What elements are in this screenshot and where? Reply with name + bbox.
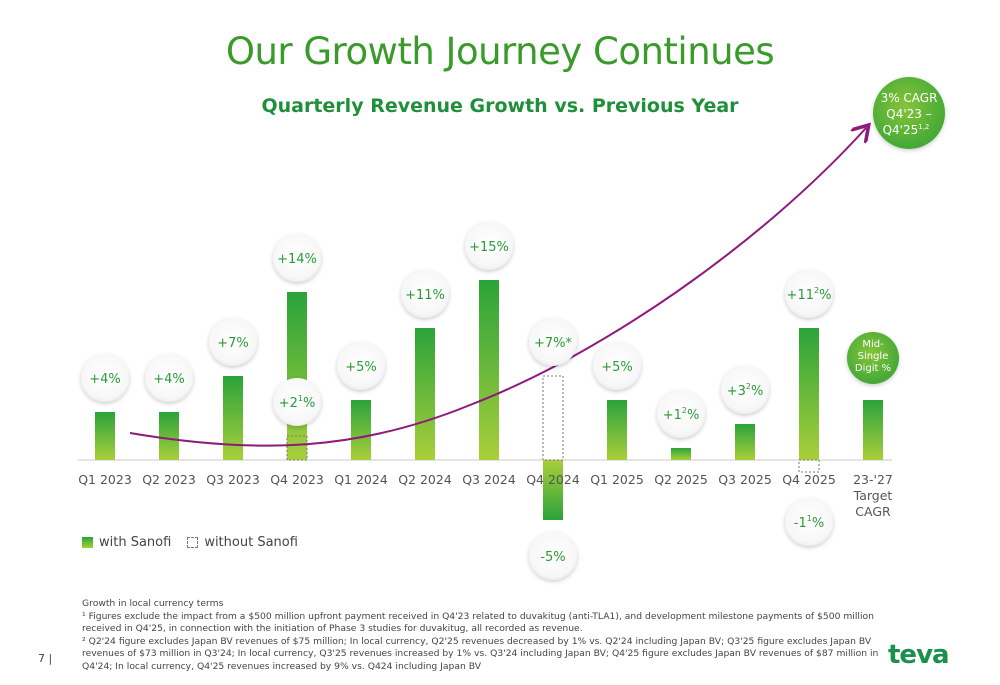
teva-logo: teva bbox=[888, 640, 950, 670]
cagr-callout-text: Q4'251,2 bbox=[883, 123, 930, 137]
growth-trend-arrow bbox=[129, 128, 866, 447]
growth-bubble: +5% bbox=[337, 342, 385, 390]
data-label: +5% bbox=[345, 360, 377, 375]
growth-bubble: -5% bbox=[529, 532, 577, 580]
x-tick-label: Q4 2024 bbox=[526, 472, 580, 487]
x-tick-label: Q2 2025 bbox=[654, 472, 708, 487]
bar-without-sanofi bbox=[286, 435, 308, 461]
data-label: +32% bbox=[727, 382, 764, 399]
data-label: +12% bbox=[663, 406, 700, 423]
bar-without-sanofi bbox=[542, 375, 564, 461]
data-label: +7%* bbox=[534, 336, 573, 351]
data-label: +14% bbox=[277, 252, 317, 267]
target-cagr-label: Digit % bbox=[855, 363, 891, 374]
x-tick-label: Q1 2025 bbox=[590, 472, 644, 487]
bar-with-sanofi bbox=[799, 328, 819, 460]
growth-bubble-without-sanofi: +7%* bbox=[529, 318, 577, 366]
growth-bubble: +112% bbox=[785, 270, 833, 318]
bar-with-sanofi bbox=[671, 448, 691, 460]
bar-with-sanofi bbox=[223, 376, 243, 460]
x-tick-label: Q1 2024 bbox=[334, 472, 388, 487]
legend-label-with-sanofi: with Sanofi bbox=[99, 535, 172, 550]
growth-bubble: +4% bbox=[145, 354, 193, 402]
footnotes: Growth in local currency terms ¹ Figures… bbox=[82, 598, 882, 674]
cagr-callout-text: Q4'23 – bbox=[886, 107, 931, 121]
bar-with-sanofi bbox=[479, 280, 499, 460]
bar-with-sanofi bbox=[735, 424, 755, 460]
footnote-intro: Growth in local currency terms bbox=[82, 598, 224, 609]
growth-bubble: +15% bbox=[465, 222, 513, 270]
growth-bubble: +11% bbox=[401, 270, 449, 318]
growth-bubble: +14% bbox=[273, 234, 321, 282]
legend-label-without-sanofi: without Sanofi bbox=[204, 535, 298, 550]
data-label: -5% bbox=[540, 550, 565, 565]
cagr-callout: 3% CAGR Q4'23 – Q4'251,2 bbox=[873, 77, 945, 149]
data-label: +112% bbox=[787, 286, 832, 303]
bar-without-sanofi bbox=[798, 459, 820, 473]
bar-with-sanofi bbox=[287, 292, 307, 460]
data-label: -11% bbox=[794, 514, 824, 531]
growth-bubble: +5% bbox=[593, 342, 641, 390]
target-cagr-label: Mid- bbox=[862, 339, 884, 350]
chart-subtitle: Quarterly Revenue Growth vs. Previous Ye… bbox=[261, 95, 739, 117]
chart-legend: with Sanofi without Sanofi bbox=[82, 535, 298, 550]
data-label: +4% bbox=[153, 372, 185, 387]
data-label: +21% bbox=[279, 394, 316, 411]
growth-bubble: +32% bbox=[721, 366, 769, 414]
bar-with-sanofi bbox=[607, 400, 627, 460]
target-cagr-label: Single bbox=[858, 351, 889, 362]
revenue-growth-chart: +4% +4% +7% +14% +21% +5% +11% +15% -5% +7%* +5% +1… bbox=[78, 77, 945, 580]
x-tick-label: Q2 2024 bbox=[398, 472, 452, 487]
growth-bubble: +12% bbox=[657, 390, 705, 438]
x-tick-label: CAGR bbox=[855, 504, 891, 519]
growth-bubble-without-sanofi: +21% bbox=[273, 378, 321, 426]
growth-bubble: +4% bbox=[81, 354, 129, 402]
bar-with-sanofi bbox=[415, 328, 435, 460]
x-tick-label: Q4 2023 bbox=[270, 472, 324, 487]
page-number: 7 | bbox=[38, 652, 53, 665]
x-tick-label: Q3 2024 bbox=[462, 472, 516, 487]
footnote-2: ² Q2'24 figure excludes Japan BV revenue… bbox=[82, 635, 879, 672]
data-label: +7% bbox=[217, 336, 249, 351]
x-tick-label: Target bbox=[853, 488, 893, 503]
x-tick-label: Q4 2025 bbox=[782, 472, 836, 487]
x-tick-label: 23-'27 bbox=[853, 472, 893, 487]
footnote-1: ¹ Figures exclude the impact from a $500… bbox=[82, 610, 874, 635]
page-title: Our Growth Journey Continues bbox=[225, 30, 775, 73]
bar-with-sanofi bbox=[543, 460, 563, 520]
bar-with-sanofi bbox=[863, 400, 883, 460]
data-label: +11% bbox=[405, 288, 445, 303]
x-tick-label: Q1 2023 bbox=[78, 472, 132, 487]
data-label: +15% bbox=[469, 240, 509, 255]
growth-bubble-without-sanofi: -11% bbox=[785, 498, 833, 546]
legend-swatch-with-sanofi bbox=[82, 537, 93, 548]
cagr-callout-text: 3% CAGR bbox=[881, 91, 938, 105]
legend-swatch-without-sanofi bbox=[187, 537, 199, 548]
bar-with-sanofi bbox=[351, 400, 371, 460]
x-tick-label: Q2 2023 bbox=[142, 472, 196, 487]
bar-with-sanofi bbox=[159, 412, 179, 460]
x-tick-label: Q3 2025 bbox=[718, 472, 772, 487]
bar-with-sanofi bbox=[95, 412, 115, 460]
growth-bubble: +7% bbox=[209, 318, 257, 366]
x-tick-label: Q3 2023 bbox=[206, 472, 260, 487]
data-label: +4% bbox=[89, 372, 121, 387]
data-label: +5% bbox=[601, 360, 633, 375]
